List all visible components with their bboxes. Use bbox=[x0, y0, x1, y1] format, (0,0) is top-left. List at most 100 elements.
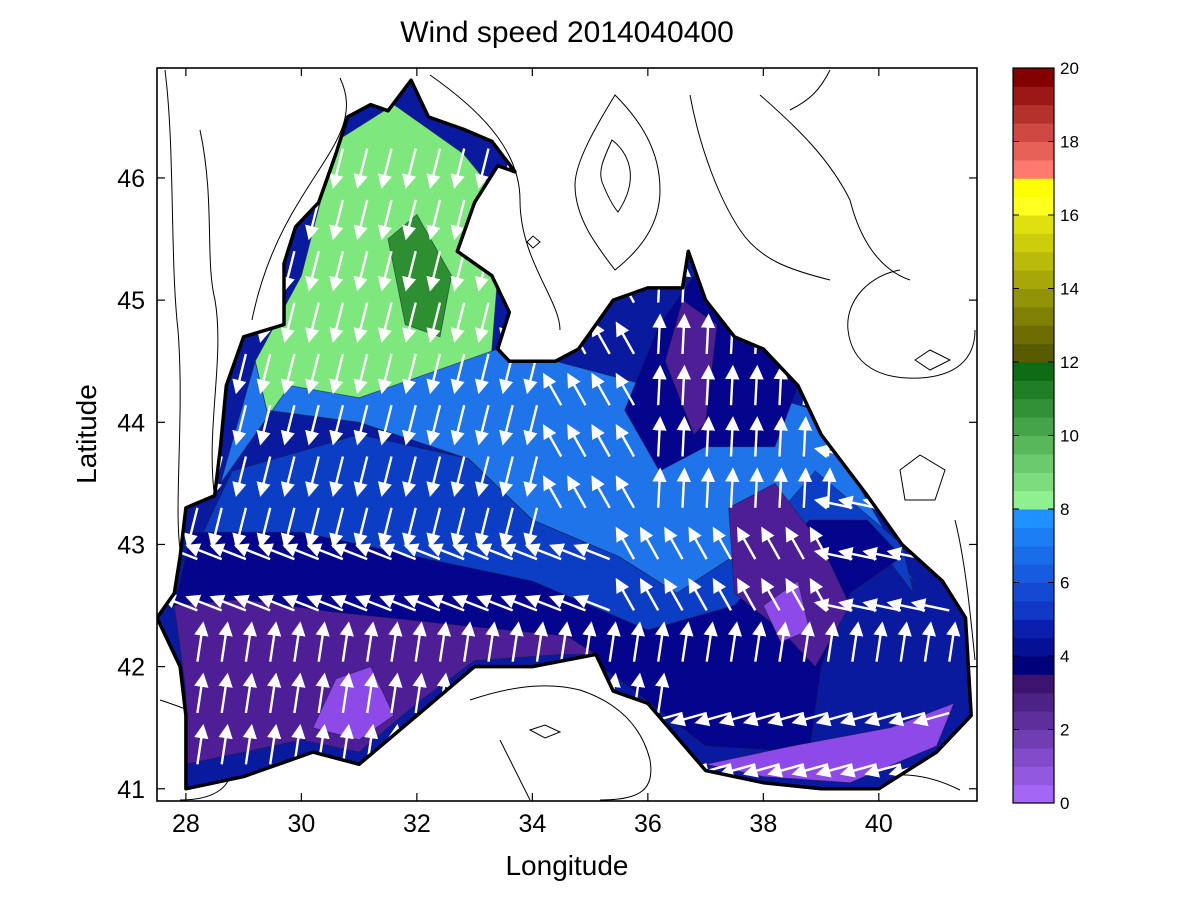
colorbar-band bbox=[1013, 215, 1054, 234]
x-tick-label: 38 bbox=[749, 810, 777, 838]
wind-arrow bbox=[339, 723, 354, 765]
wind-arrow bbox=[305, 302, 320, 343]
wind-arrow bbox=[280, 507, 296, 549]
wind-arrow bbox=[257, 594, 295, 612]
wind-arrow bbox=[450, 456, 466, 497]
colorbar-tick-label: 6 bbox=[1060, 574, 1069, 593]
wind-arrow bbox=[450, 250, 466, 292]
wind-arrow bbox=[194, 672, 209, 714]
wind-arrow bbox=[615, 372, 636, 406]
wind-arrow bbox=[773, 467, 788, 508]
wind-arrow bbox=[567, 475, 587, 509]
wind-arrow bbox=[797, 416, 813, 457]
colorbar-band bbox=[1013, 104, 1054, 124]
wind-arrow bbox=[824, 621, 840, 662]
wind-arrow bbox=[280, 250, 296, 292]
wind-arrow bbox=[591, 475, 611, 509]
land-contour-line bbox=[954, 519, 976, 661]
colorbar-band bbox=[1013, 380, 1054, 400]
wind-arrow bbox=[549, 594, 586, 612]
wind-arrow bbox=[639, 526, 660, 560]
wind-arrow bbox=[353, 148, 369, 189]
wind-arrow bbox=[652, 313, 667, 354]
wind-arrow bbox=[403, 543, 441, 561]
wind-arrow bbox=[353, 404, 369, 446]
wind-arrow bbox=[727, 621, 743, 662]
colorbar-tick-label: 0 bbox=[1060, 794, 1069, 813]
wind-arrow bbox=[402, 404, 417, 446]
wind-arrow bbox=[266, 723, 282, 765]
colorbar-band bbox=[1013, 766, 1054, 786]
wind-arrow bbox=[450, 507, 466, 549]
wind-arrow bbox=[412, 621, 427, 662]
wind-arrow bbox=[233, 543, 271, 561]
wind-arrow bbox=[426, 199, 442, 241]
wind-arrow bbox=[725, 416, 740, 457]
wind-arrow bbox=[280, 404, 296, 446]
y-tick-label: 45 bbox=[117, 287, 145, 315]
wind-arrow bbox=[450, 404, 466, 446]
wind-arrow bbox=[353, 302, 369, 343]
colorbar-tick-label: 4 bbox=[1060, 647, 1069, 666]
wind-arrow bbox=[664, 526, 684, 560]
x-axis-label: Longitude bbox=[505, 850, 628, 881]
colorbar-band bbox=[1013, 362, 1054, 381]
colorbar-band bbox=[1013, 747, 1054, 767]
wind-arrow bbox=[946, 621, 961, 662]
wind-arrow bbox=[752, 621, 767, 662]
land-contour-line bbox=[164, 69, 183, 561]
colorbar-band bbox=[1013, 288, 1054, 308]
wind-arrow bbox=[452, 594, 489, 612]
wind-arrow bbox=[426, 148, 442, 189]
wind-arrow bbox=[218, 621, 233, 662]
wind-arrow bbox=[474, 353, 490, 395]
wind-arrow bbox=[654, 672, 670, 714]
colorbar-band bbox=[1013, 159, 1054, 179]
wind-arrow bbox=[353, 199, 369, 241]
wind-arrow bbox=[427, 594, 465, 612]
wind-arrow bbox=[242, 723, 257, 765]
wind-arrow bbox=[353, 507, 369, 549]
wind-arrow bbox=[700, 313, 716, 354]
x-tick-label: 30 bbox=[287, 810, 315, 838]
wind-arrow bbox=[615, 321, 636, 355]
wind-arrow bbox=[291, 672, 306, 714]
wind-arrow bbox=[676, 364, 691, 406]
wind-arrow bbox=[450, 199, 466, 241]
y-tick-label: 42 bbox=[117, 654, 145, 682]
wind-arrow bbox=[426, 250, 442, 292]
wind-arrow bbox=[749, 467, 764, 508]
colorbar-tick-label: 16 bbox=[1060, 206, 1079, 225]
chart-title: Wind speed 2014040400 bbox=[400, 16, 734, 49]
wind-arrow bbox=[330, 594, 368, 612]
wind-arrow bbox=[388, 621, 403, 662]
wind-arrow bbox=[426, 456, 442, 497]
wind-arrow bbox=[379, 594, 417, 612]
wind-arrow bbox=[257, 543, 295, 561]
wind-arrow bbox=[209, 594, 247, 612]
colorbar-band bbox=[1013, 398, 1054, 418]
land-contour-line bbox=[574, 94, 661, 271]
land-contour-line bbox=[689, 94, 831, 281]
wind-arrow bbox=[703, 621, 718, 662]
wind-arrow bbox=[282, 594, 320, 612]
wind-arrow bbox=[912, 711, 950, 727]
wind-arrow bbox=[700, 467, 716, 508]
wind-arrow bbox=[524, 594, 562, 612]
wind-arrow bbox=[800, 621, 815, 662]
wind-arrow bbox=[209, 543, 247, 561]
wind-arrow bbox=[183, 507, 199, 549]
wind-arrow bbox=[652, 416, 667, 457]
wind-arrow bbox=[639, 577, 660, 611]
wind-arrow bbox=[615, 475, 636, 509]
colorbar-band bbox=[1013, 141, 1054, 161]
colorbar-band bbox=[1013, 68, 1054, 87]
wind-arrow bbox=[402, 353, 417, 395]
wind-arrow bbox=[329, 302, 345, 343]
wind-arrow bbox=[523, 456, 539, 497]
wind-arrow bbox=[256, 456, 272, 497]
wind-arrow bbox=[773, 416, 788, 457]
y-tick-label: 46 bbox=[117, 165, 145, 193]
wind-arrow bbox=[542, 424, 563, 458]
wind-arrow bbox=[305, 507, 320, 549]
